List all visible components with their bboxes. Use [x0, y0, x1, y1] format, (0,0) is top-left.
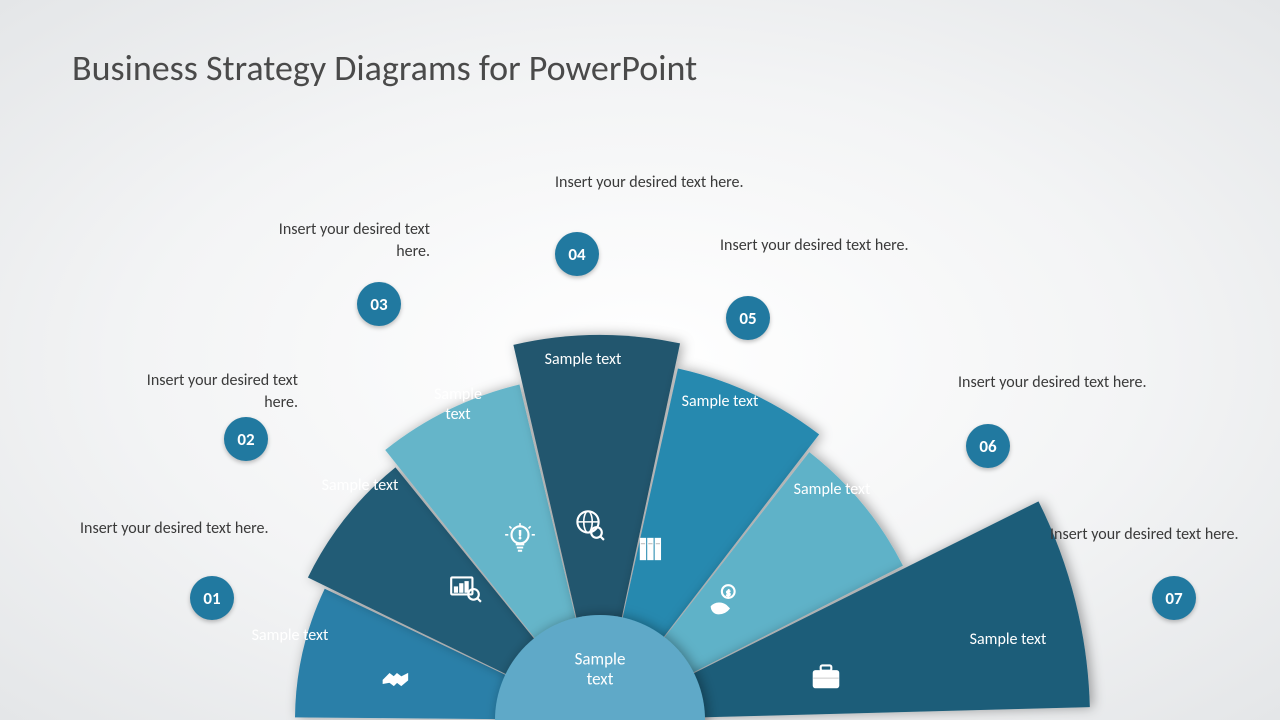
segment-01 — [295, 589, 600, 720]
center-hub-label: Sampletext — [575, 650, 626, 691]
callout-05: Insert your desired text here. — [720, 235, 909, 257]
handshake-icon — [377, 658, 417, 698]
callout-01: Insert your desired text here. — [80, 518, 269, 540]
badge-03: 03 — [357, 282, 401, 326]
callout-06: Insert your desired text here. — [958, 372, 1147, 394]
callout-02: Insert your desired text here. — [128, 370, 298, 413]
segment-label-02: Sample text — [322, 476, 399, 496]
callout-07: Insert your desired text here. — [1050, 524, 1239, 546]
lightbulb-icon — [500, 518, 540, 558]
badge-01: 01 — [190, 576, 234, 620]
badge-04: 04 — [555, 232, 599, 276]
globe-icon — [568, 504, 608, 544]
segment-label-03: Sampletext — [434, 385, 482, 425]
badge-07: 07 — [1152, 576, 1196, 620]
segment-label-05: Sample text — [682, 392, 759, 412]
fan-diagram — [0, 0, 1280, 720]
books-icon — [632, 529, 672, 569]
segment-label-01: Sample text — [252, 626, 329, 646]
page-title: Business Strategy Diagrams for PowerPoin… — [72, 46, 697, 90]
segment-label-04: Sample text — [545, 350, 622, 370]
analytics-icon — [445, 568, 485, 608]
badge-06: 06 — [966, 424, 1010, 468]
callout-03: Insert your desired text here. — [260, 219, 430, 262]
badge-05: 05 — [726, 296, 770, 340]
briefcase-icon — [806, 656, 846, 696]
segment-label-06: Sample text — [794, 480, 871, 500]
money-icon — [704, 580, 744, 620]
callout-04: Insert your desired text here. — [555, 172, 744, 194]
segment-03 — [385, 385, 600, 720]
badge-02: 02 — [224, 417, 268, 461]
segment-label-07: Sample text — [970, 630, 1047, 650]
